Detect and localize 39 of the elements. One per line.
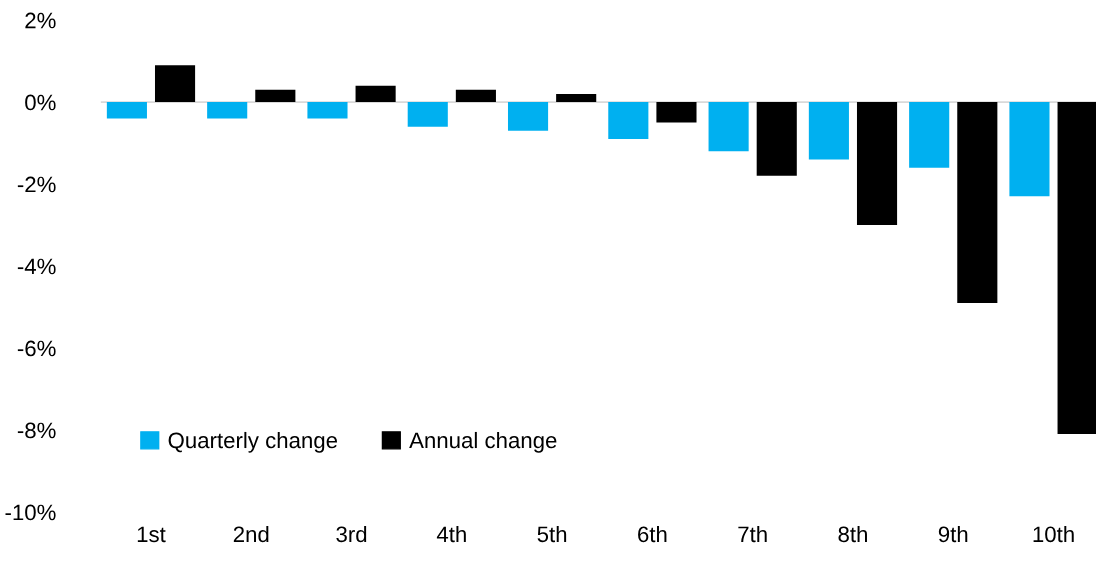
bar: [808, 102, 849, 160]
bar: [756, 102, 797, 176]
bar: [407, 102, 448, 127]
x-tick-label: 7th: [738, 525, 767, 543]
bar: [154, 65, 196, 103]
bar: [106, 102, 147, 119]
x-tick-label: 10th: [1033, 525, 1074, 543]
y-tick-label: -2%: [17, 176, 56, 193]
y-tick-label: -6%: [17, 340, 56, 357]
bar: [207, 102, 248, 119]
legend-label: Quarterly change: [168, 431, 338, 453]
bar: [1057, 102, 1096, 435]
bar: [608, 102, 649, 139]
x-tick-label: 6th: [638, 525, 667, 543]
x-tick-label: 4th: [436, 525, 466, 543]
bar: [708, 102, 749, 152]
bar: [455, 89, 496, 103]
y-tick-label: -10%: [5, 504, 56, 521]
bar: [856, 102, 898, 226]
bar: [307, 102, 348, 119]
x-tick-label: 2nd: [233, 525, 269, 543]
x-tick-label: 8th: [838, 525, 867, 543]
x-tick-label: 1st: [137, 526, 166, 543]
y-tick-label: -8%: [17, 422, 56, 439]
x-tick-label: 5th: [537, 525, 567, 543]
bar: [255, 89, 296, 103]
x-tick-label: 9th: [938, 525, 968, 543]
bar: [556, 93, 597, 103]
y-tick-label: 2%: [25, 12, 56, 29]
bar: [957, 102, 998, 303]
x-tick-label: 3rd: [336, 525, 367, 543]
y-tick-label: 0%: [25, 94, 56, 111]
legend-label: Annual change: [409, 431, 557, 453]
bar: [1009, 102, 1050, 197]
bar: [507, 102, 549, 131]
bar: [355, 85, 396, 103]
y-tick-label: -4%: [17, 258, 56, 275]
bar: [656, 102, 697, 123]
bar: [909, 102, 950, 168]
